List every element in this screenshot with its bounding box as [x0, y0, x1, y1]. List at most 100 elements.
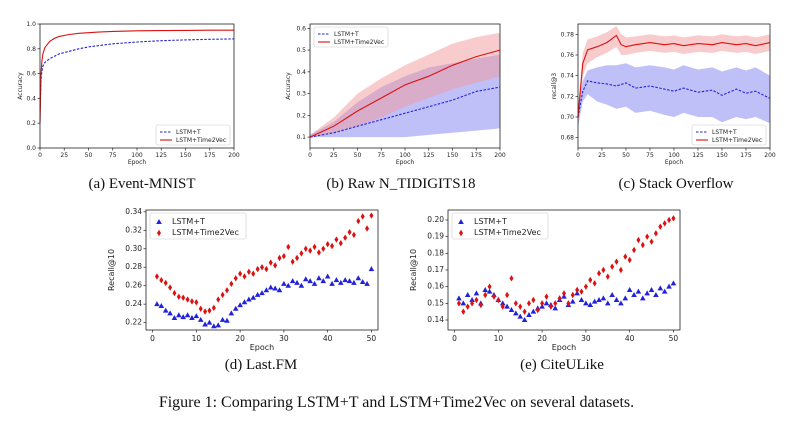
data-point-lstm-t — [504, 303, 510, 309]
data-point-lstm-t — [342, 277, 348, 283]
x-tick-label: 150 — [447, 152, 459, 159]
data-point-lstm-t — [281, 280, 287, 286]
x-tick-label: 50 — [85, 152, 93, 159]
data-point-lstm-t — [521, 317, 528, 322]
data-point-lstm-t — [158, 303, 165, 308]
y-tick-label: 0.2 — [296, 112, 306, 119]
data-point-time2vec — [330, 242, 335, 250]
x-tick-label: 50 — [622, 152, 630, 159]
data-point-lstm-t — [460, 300, 467, 306]
data-point-time2vec — [667, 216, 672, 224]
data-point-time2vec — [456, 300, 461, 307]
y-tick-label: 0.0 — [26, 145, 36, 152]
data-point-time2vec — [268, 259, 273, 266]
data-point-time2vec — [233, 275, 238, 282]
data-point-time2vec — [487, 283, 492, 290]
data-point-lstm-t — [587, 302, 594, 307]
legend-label-time2vec: LSTM+Time2Vec — [474, 228, 541, 237]
legend-label-time2vec: LSTM+Time2Vec — [334, 39, 384, 46]
legend-label-time2vec: LSTM+Time2Vec — [176, 137, 226, 144]
data-point-time2vec — [623, 253, 628, 260]
data-point-lstm-t — [324, 273, 331, 279]
data-point-time2vec — [154, 273, 159, 280]
data-point-lstm-t — [543, 300, 550, 306]
data-point-time2vec — [597, 270, 602, 277]
y-tick-label: 0.6 — [296, 25, 306, 32]
data-point-lstm-t — [224, 317, 230, 323]
data-point-lstm-t — [211, 323, 217, 329]
data-point-lstm-t — [171, 315, 178, 320]
data-point-lstm-t — [267, 284, 274, 290]
data-point-lstm-t — [184, 312, 191, 318]
data-point-lstm-t — [272, 285, 278, 291]
x-tick-label: 25 — [598, 152, 606, 159]
x-tick-label: 25 — [60, 152, 68, 159]
y-tick-label: 0.3 — [296, 91, 306, 98]
legend-label-lstm-t: LSTM+T — [474, 217, 507, 226]
data-point-time2vec — [308, 247, 313, 254]
y-tick-label: 0.68 — [561, 135, 575, 142]
data-point-lstm-t — [219, 316, 226, 322]
chart-stack-overflow: 0 25 50 75 100 125 150 175 200 0.68 0.70 0.72 0.74 0.… — [551, 23, 776, 166]
data-point-lstm-t — [456, 295, 462, 301]
data-point-time2vec — [605, 273, 610, 280]
data-point-lstm-t — [552, 305, 559, 311]
x-tick-label: 125 — [423, 152, 435, 159]
data-point-lstm-t — [635, 288, 642, 294]
x-tick-label: 40 — [625, 334, 635, 343]
x-tick-label: 50 — [367, 334, 377, 343]
y-tick-label: 0.19 — [427, 232, 444, 241]
series-line-time2vec — [577, 34, 771, 118]
data-point-lstm-t — [307, 278, 313, 284]
y-axis-label: Accuracy — [285, 72, 292, 100]
data-point-lstm-t — [206, 319, 213, 325]
data-point-time2vec — [548, 303, 553, 310]
x-tick-label: 0 — [452, 334, 457, 343]
x-tick-label: 100 — [668, 152, 680, 159]
chart-event-mnist: 0 25 50 75 100 125 150 175 200 0.0 0.2 0.4 0.6 0.8 1.0… — [17, 21, 240, 166]
data-point-lstm-t — [464, 292, 471, 297]
x-tick-label: 175 — [471, 152, 483, 159]
data-point-time2vec — [246, 268, 251, 276]
data-point-time2vec — [264, 265, 269, 273]
panel-c: 0 25 50 75 100 125 150 175 200 0.68 0.70 0.72 0.74 0.… — [548, 18, 788, 168]
data-point-time2vec — [242, 273, 247, 280]
legend-box — [155, 124, 231, 146]
x-tick-label: 30 — [581, 334, 591, 343]
legend-label-lstm-t: LSTM+T — [172, 217, 205, 226]
x-tick-label: 0 — [576, 152, 580, 159]
data-point-time2vec — [509, 275, 514, 282]
data-point-time2vec — [614, 258, 619, 265]
data-point-time2vec — [658, 223, 663, 230]
data-point-lstm-t — [499, 300, 506, 306]
x-tick-label: 50 — [669, 334, 679, 343]
data-point-time2vec — [295, 254, 300, 262]
y-tick-label: 0.26 — [125, 281, 142, 290]
data-point-time2vec — [671, 215, 676, 222]
data-point-lstm-t — [670, 280, 677, 286]
y-tick-label: 0.70 — [561, 114, 575, 121]
data-point-lstm-t — [583, 300, 589, 306]
series-line-time2vec — [39, 29, 234, 124]
data-point-lstm-t — [180, 314, 187, 320]
data-point-lstm-t — [513, 310, 519, 316]
legend-box — [313, 26, 389, 48]
series-line-lstm-t — [39, 38, 235, 111]
data-point-time2vec — [513, 300, 518, 307]
x-tick-label: 30 — [279, 334, 289, 343]
data-point-time2vec — [474, 296, 479, 304]
data-point-lstm-t — [569, 298, 576, 304]
data-point-time2vec — [286, 243, 291, 251]
legend-box — [691, 124, 767, 146]
legend-label-lstm-t: LSTM+T — [334, 31, 359, 38]
data-point-time2vec — [176, 293, 181, 300]
x-tick-label: 200 — [228, 152, 240, 159]
data-point-lstm-t — [596, 297, 602, 302]
data-point-time2vec — [316, 249, 321, 256]
data-point-lstm-t — [666, 283, 672, 289]
y-tick-label: 0.74 — [561, 73, 575, 80]
data-point-time2vec — [461, 308, 466, 315]
data-point-lstm-t — [473, 290, 480, 296]
panel-e: 0 10 20 30 40 50 0.14 0.15 0.16 0.17 0.18 0.19 0.20 E… — [406, 204, 696, 354]
y-tick-label: 0.8 — [26, 46, 36, 53]
